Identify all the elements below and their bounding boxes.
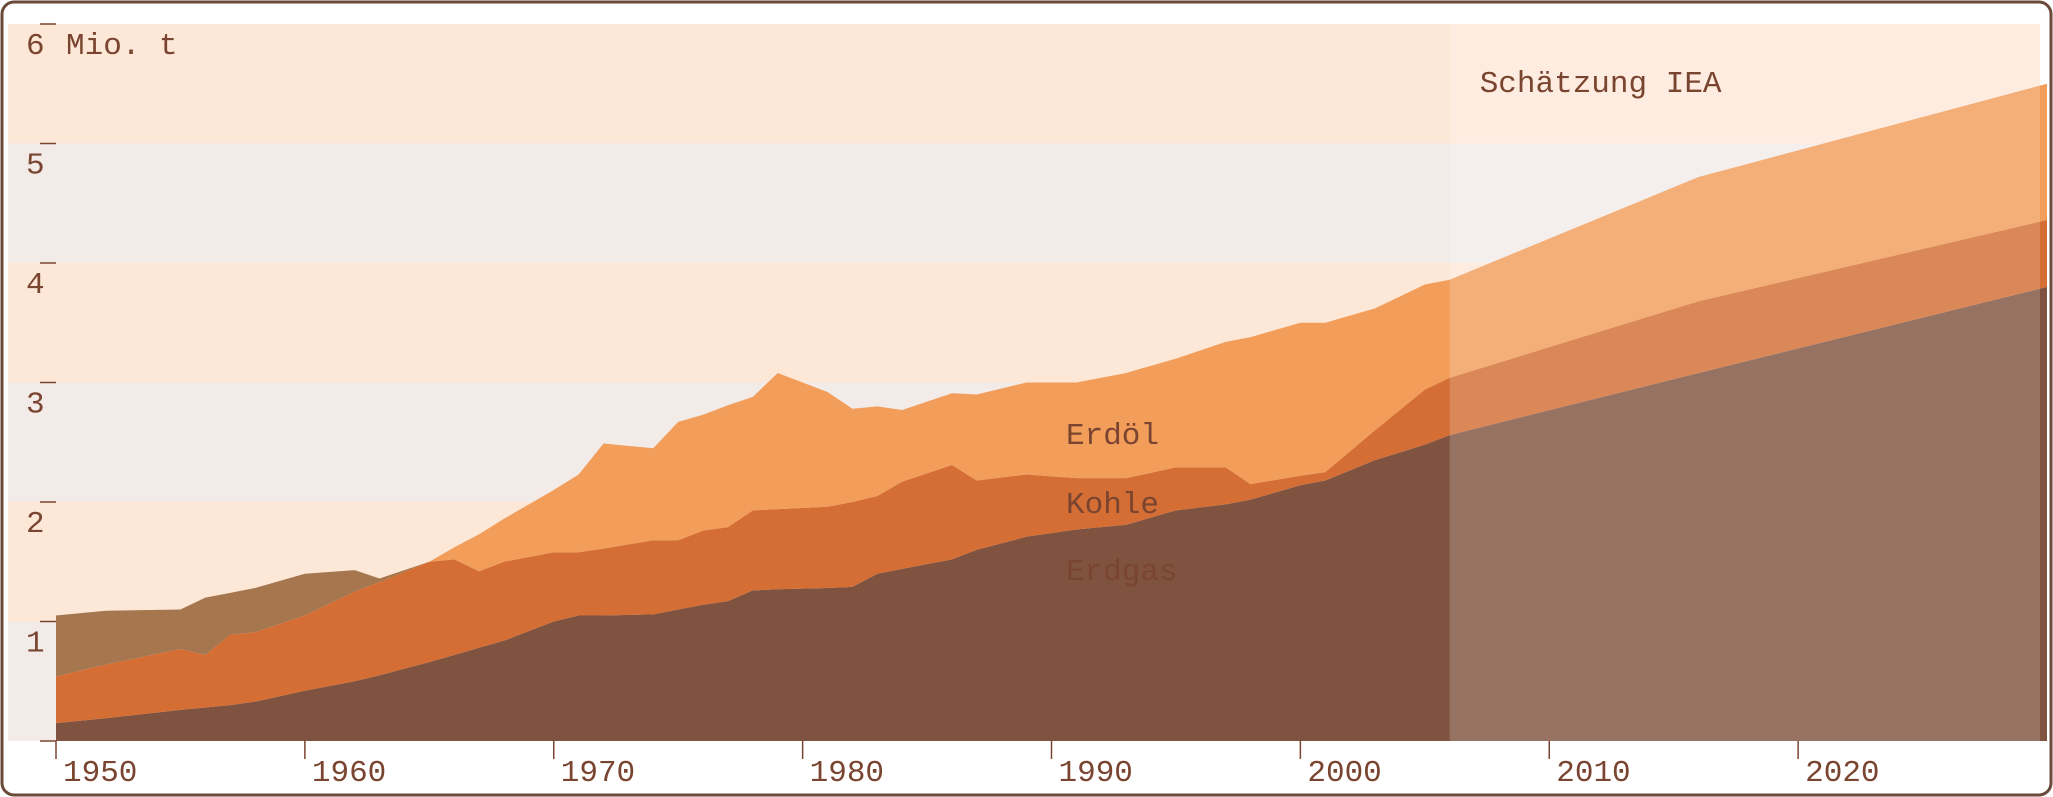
series-label: Erdgas	[1066, 555, 1178, 590]
x-tick-label: 1980	[810, 756, 884, 791]
forecast-region	[1449, 24, 2040, 741]
area	[56, 83, 2047, 677]
x-tick-label: 1990	[1059, 756, 1133, 791]
y-tick-label: 2	[26, 507, 45, 542]
x-tick-label: 2020	[1805, 756, 1879, 791]
y-tick-label: 1	[26, 627, 45, 662]
x-tick-label: 1970	[561, 756, 635, 791]
y-tick-label: 5	[26, 149, 45, 184]
x-tick-label: 2000	[1307, 756, 1381, 791]
annotation: Schätzung IEA	[1480, 67, 1722, 102]
series-label: Erdöl	[1066, 419, 1159, 454]
area	[56, 286, 2047, 741]
x-tick-label: 2010	[1556, 756, 1630, 791]
area	[56, 219, 2047, 724]
y-tick-label: 3	[26, 388, 45, 423]
x-tick-label: 1950	[63, 756, 137, 791]
y-axis-label: Mio. t	[66, 29, 178, 64]
area	[56, 83, 2047, 677]
x-tick-label: 1960	[312, 756, 386, 791]
y-tick-label: 6	[26, 29, 45, 64]
series-label: Kohle	[1066, 488, 1159, 523]
y-tick-label: 4	[26, 268, 45, 303]
grid-band	[8, 24, 2040, 144]
